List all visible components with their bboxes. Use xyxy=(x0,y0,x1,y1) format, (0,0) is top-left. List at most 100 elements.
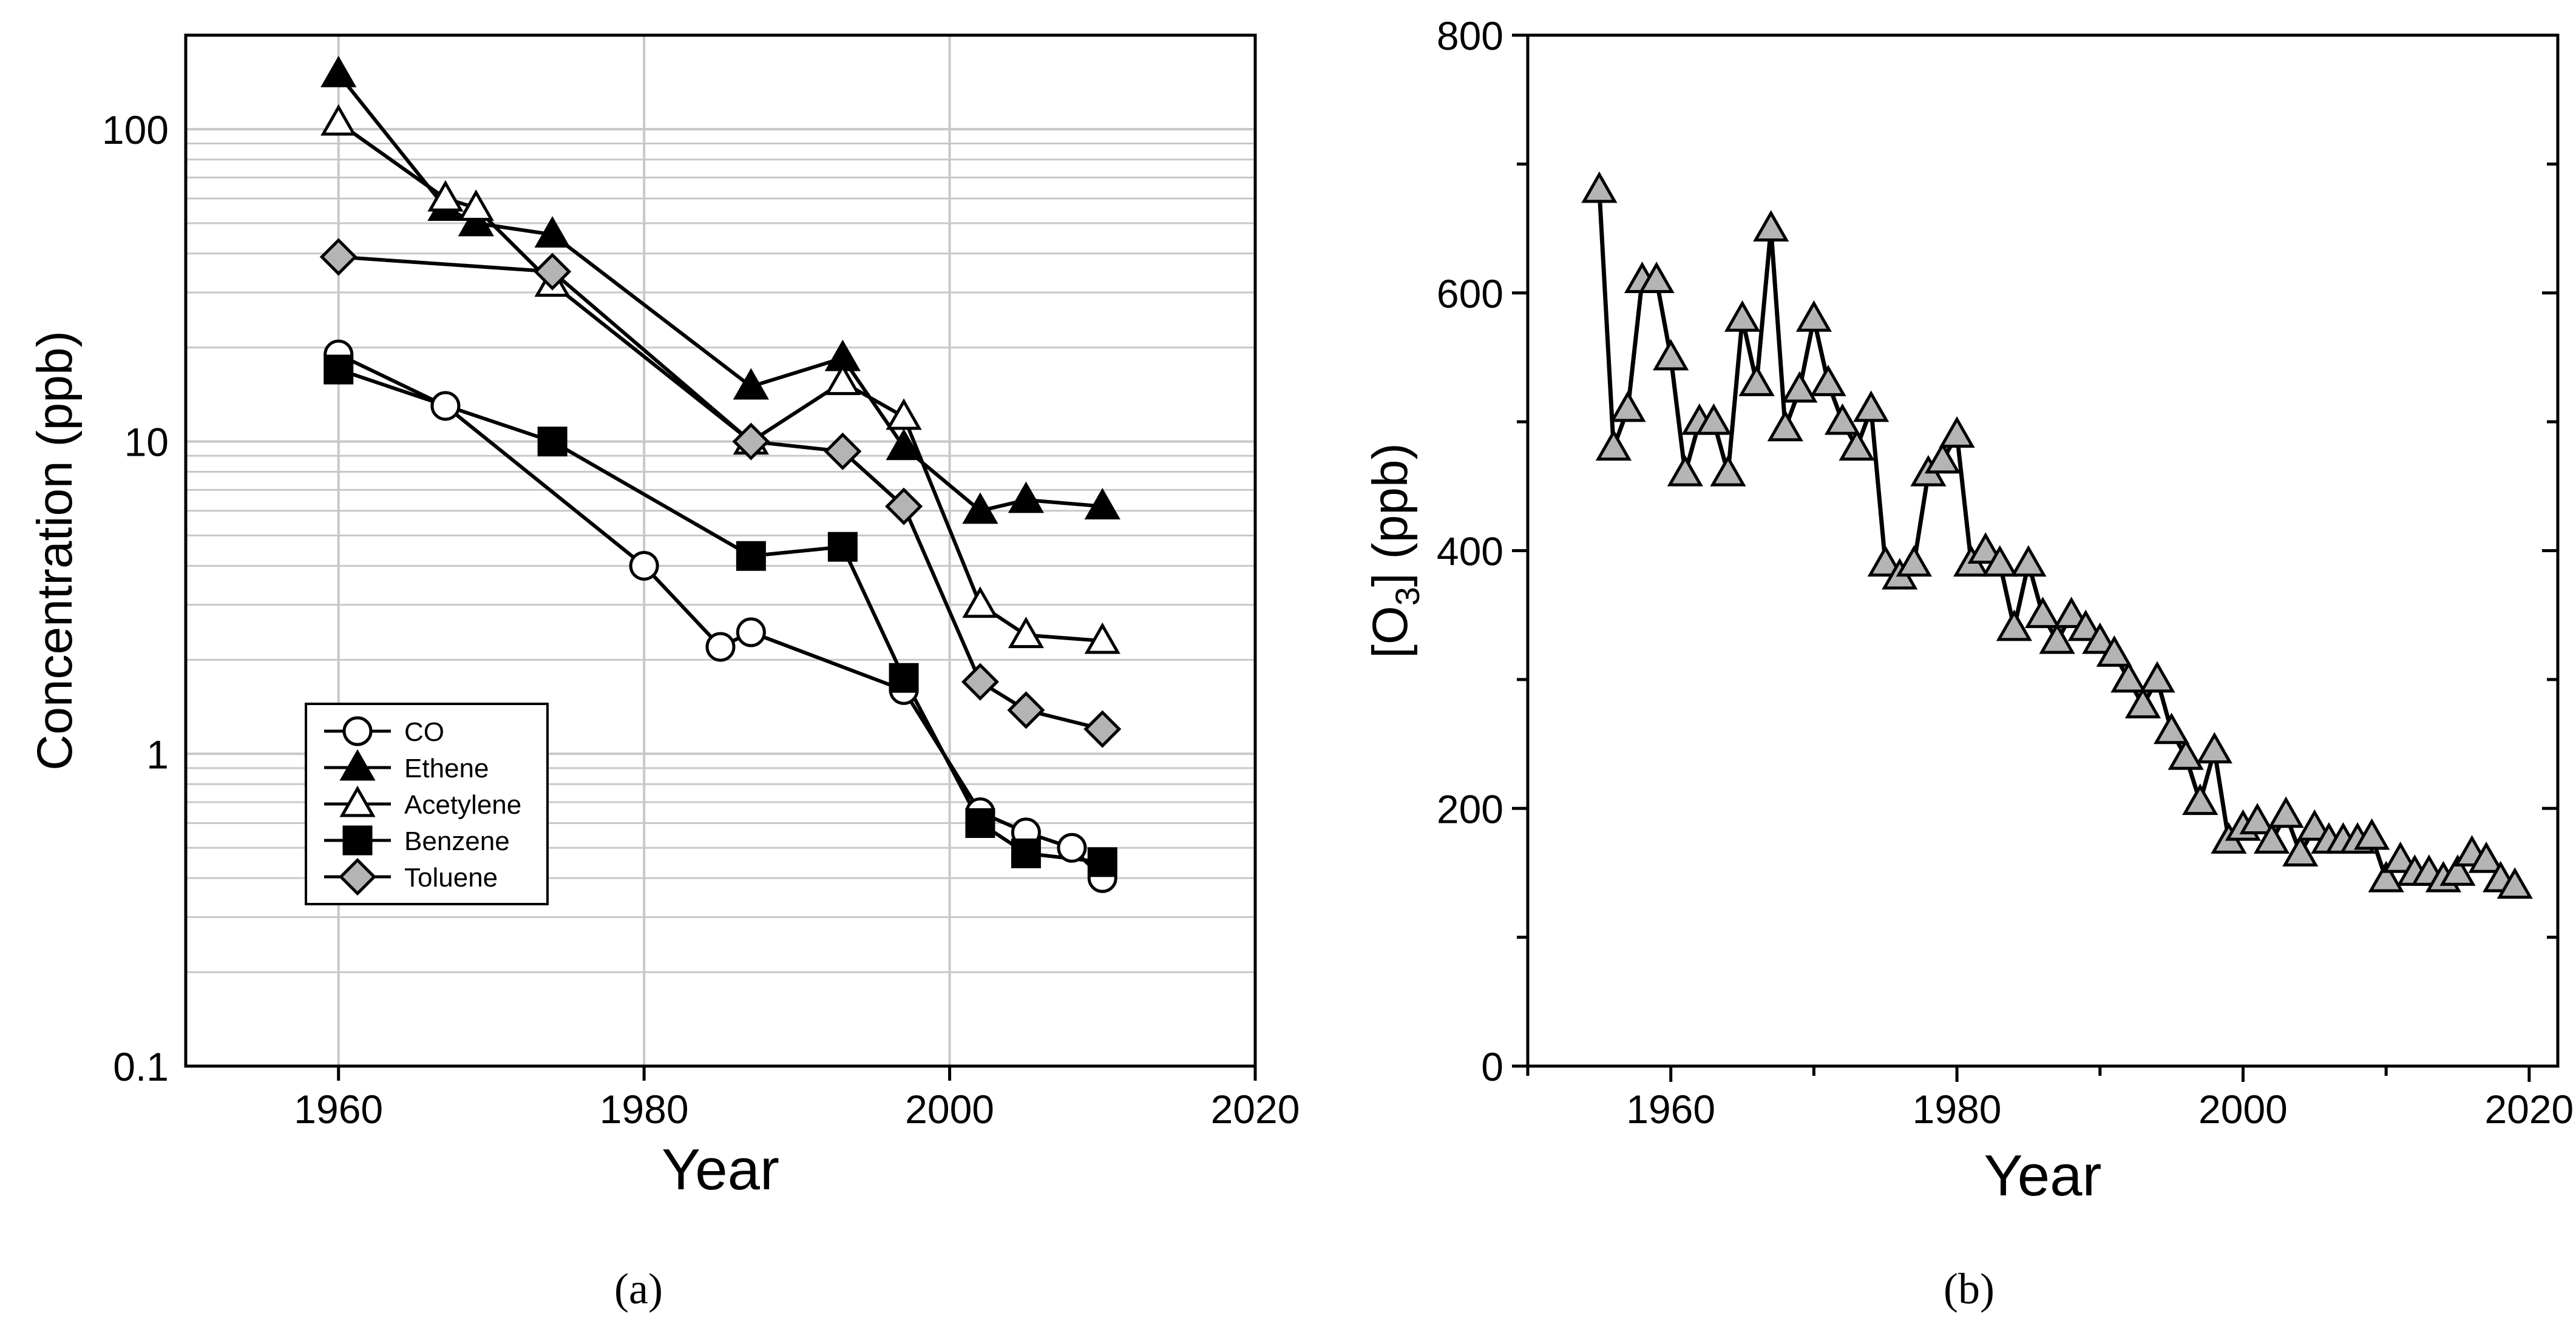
data-point-benzene xyxy=(736,541,766,571)
data-point-toluene xyxy=(732,422,770,461)
data-point-o3 xyxy=(1824,403,1861,435)
panel-b-chart: 1960 1980 2000 2020 0 200 400 600 800 [O3] (ppb)… xyxy=(1363,13,2574,1208)
panel-b-x-tick-label: 2000 xyxy=(2198,1087,2288,1132)
panel-b-label: (b) xyxy=(1944,1265,1995,1313)
data-point-o3 xyxy=(2296,809,2333,841)
data-point-o3 xyxy=(1581,171,1618,203)
data-point-o3 xyxy=(1867,545,1903,577)
panel-a-legend: CO Ethene Acetylene Benzene Toluene xyxy=(305,703,549,905)
data-point-ethene xyxy=(962,492,998,524)
data-point-o3 xyxy=(1753,210,1789,242)
data-point-ethene xyxy=(733,368,769,400)
legend-label-co: CO xyxy=(404,717,444,747)
panel-b-ticks: 1960 1980 2000 2020 0 200 400 600 800 xyxy=(1437,13,2574,1132)
panel-a-x-tick-label: 2000 xyxy=(905,1087,994,1132)
panel-a-y-tick-label: 1 xyxy=(146,732,169,777)
panel-b-y-tick-label: 200 xyxy=(1437,786,1503,831)
data-point-o3 xyxy=(1653,339,1689,371)
data-point-co xyxy=(629,550,659,581)
legend-label-toluene: Toluene xyxy=(404,863,498,893)
data-point-toluene xyxy=(1007,691,1045,729)
panel-b-x-axis-label: Year xyxy=(1984,1143,2102,1208)
data-point-benzene xyxy=(1087,847,1117,877)
legend-marker-co xyxy=(342,716,373,746)
data-point-co xyxy=(736,617,766,647)
data-point-o3 xyxy=(1667,454,1703,487)
data-point-toluene xyxy=(961,663,999,701)
data-point-o3 xyxy=(1610,390,1646,422)
data-point-toluene xyxy=(885,487,923,525)
data-point-o3 xyxy=(2439,854,2476,886)
data-point-benzene xyxy=(324,354,354,385)
panel-a-x-tick-label: 2020 xyxy=(1211,1087,1300,1132)
data-point-co xyxy=(705,632,736,662)
data-point-benzene xyxy=(889,663,919,693)
panel-b-x-tick-label: 1980 xyxy=(1913,1087,2002,1132)
data-point-benzene xyxy=(827,532,858,562)
panel-b-y-tick-label: 400 xyxy=(1437,529,1503,574)
data-point-ethene xyxy=(458,204,494,237)
data-point-o3 xyxy=(1939,416,1975,448)
data-point-o3 xyxy=(2496,867,2533,899)
panel-a-y-tick-label: 100 xyxy=(102,107,169,152)
data-point-o3 xyxy=(2282,835,2319,867)
data-point-o3 xyxy=(1695,403,1732,435)
panel-a-series xyxy=(319,55,1122,893)
panel-b-y-tick-label: 600 xyxy=(1437,271,1503,316)
legend-marker-ethene xyxy=(339,749,376,781)
data-point-toluene xyxy=(534,252,572,291)
data-point-o3 xyxy=(2110,661,2147,693)
panel-a-plot-frame xyxy=(184,33,1257,1068)
panel-b-x-tick-label: 1960 xyxy=(1626,1087,1715,1132)
data-point-o3 xyxy=(2353,818,2390,850)
data-point-o3 xyxy=(2124,687,2161,718)
data-point-o3 xyxy=(1595,429,1632,461)
data-point-o3 xyxy=(2139,661,2175,693)
data-point-o3 xyxy=(2196,732,2232,764)
data-point-toluene xyxy=(319,238,358,276)
data-point-o3 xyxy=(1724,300,1761,332)
data-point-o3 xyxy=(2182,783,2218,816)
panel-a-y-tick-label: 0.1 xyxy=(113,1044,169,1089)
data-point-o3 xyxy=(2154,712,2190,745)
panel-b-y-axis-label: [O3] (ppb) xyxy=(1363,443,1426,658)
panel-b-plot-frame xyxy=(1526,33,2560,1068)
panel-b-y-label-part-1: [O xyxy=(1363,606,1418,658)
data-point-acetylene xyxy=(1084,622,1120,654)
data-point-o3 xyxy=(1896,545,1932,577)
data-point-o3 xyxy=(1982,545,2018,577)
data-point-o3 xyxy=(2239,803,2276,834)
panel-a-x-tick-label: 1960 xyxy=(294,1087,383,1132)
panel-b-y-tick-label: 0 xyxy=(1481,1044,1503,1089)
data-point-acetylene xyxy=(962,586,998,618)
data-point-toluene xyxy=(1083,710,1122,748)
legend-label-ethene: Ethene xyxy=(404,754,489,783)
data-point-acetylene xyxy=(824,363,861,396)
panel-b-series xyxy=(1581,171,2533,899)
data-point-o3 xyxy=(2168,738,2204,770)
panel-a-x-tick-label: 1980 xyxy=(600,1087,689,1132)
data-point-o3 xyxy=(1767,410,1803,442)
legend-label-acetylene: Acetylene xyxy=(404,790,521,820)
panel-a-ticks: 1960 1980 2000 2020 0.1 1 10 100 xyxy=(102,107,1300,1132)
panel-a-x-axis-label: Year xyxy=(662,1137,779,1202)
panel-b-y-label-subscript: 3 xyxy=(1388,587,1426,606)
panel-a-chart: 1960 1980 2000 2020 0.1 1 10 100 Concentration … xyxy=(27,33,1300,1202)
data-point-ethene xyxy=(534,216,571,248)
data-point-o3 xyxy=(2082,622,2118,654)
panel-b-y-label-part-3: ] (ppb) xyxy=(1363,443,1418,587)
series-line-acetylene xyxy=(337,121,1103,643)
data-point-o3 xyxy=(1853,390,1890,422)
data-point-acetylene xyxy=(458,189,494,221)
data-point-ethene xyxy=(1084,488,1120,519)
series-line-o3 xyxy=(1597,189,2516,888)
data-point-o3 xyxy=(1924,442,1961,474)
data-point-o3 xyxy=(2268,796,2304,828)
data-point-o3 xyxy=(1781,371,1818,403)
panel-a-y-tick-label: 10 xyxy=(124,420,169,465)
panel-a-label: (a) xyxy=(614,1265,663,1313)
data-point-o3 xyxy=(2067,609,2104,641)
data-point-o3 xyxy=(2053,596,2090,629)
panel-a-gridlines xyxy=(186,34,1255,1066)
data-point-o3 xyxy=(2368,860,2404,893)
